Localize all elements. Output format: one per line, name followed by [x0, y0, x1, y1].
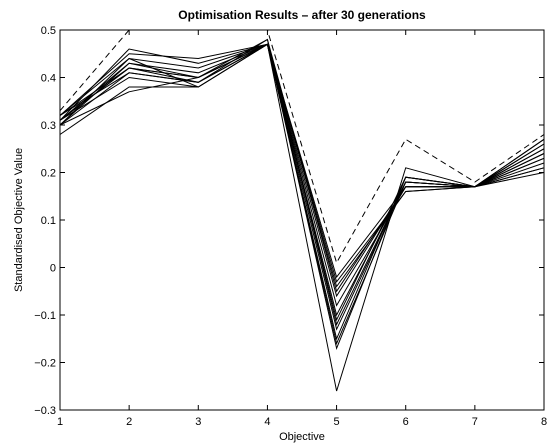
chart-title: Optimisation Results – after 30 generati… — [178, 8, 426, 22]
series-line-7 — [59, 43, 545, 307]
axis-ticks: −0.3 −0.2 −0.1 0 0.1 0.2 0.3 0.4 0.5 1 2 3 4 5 6 7 8 — [34, 25, 547, 428]
x-tick-label: 4 — [264, 416, 270, 428]
series-line-14 — [59, 43, 545, 346]
y-axis-title: Standardised Objective Value — [13, 148, 25, 292]
x-tick-label: 5 — [334, 416, 340, 428]
series-line-3 — [59, 43, 545, 341]
series-line-2 — [59, 43, 545, 350]
series-line-8 — [59, 43, 545, 298]
series-line-10 — [59, 43, 545, 288]
y-tick-label: 0.3 — [41, 120, 56, 132]
series-line-6 — [59, 43, 545, 317]
y-tick-label: 0 — [50, 263, 56, 275]
series-line-0 — [59, 29, 545, 265]
y-tick-label: −0.1 — [34, 310, 56, 322]
y-tick-label: 0.4 — [41, 73, 56, 85]
series-line-12 — [59, 43, 545, 279]
y-tick-label: 0.2 — [41, 168, 56, 180]
y-tick-label: −0.2 — [34, 358, 56, 370]
x-tick-label: 7 — [472, 416, 478, 428]
y-tick-label: −0.3 — [34, 405, 56, 417]
series-line-1 — [59, 43, 545, 392]
x-axis-title: Objective — [279, 431, 325, 443]
plot-lines — [59, 29, 545, 392]
series-line-11 — [59, 43, 545, 283]
x-tick-label: 1 — [57, 416, 63, 428]
x-tick-label: 6 — [403, 416, 409, 428]
x-tick-label: 2 — [126, 416, 132, 428]
x-tick-label: 8 — [541, 416, 547, 428]
y-tick-label: 0.5 — [41, 25, 56, 37]
x-tick-label: 3 — [195, 416, 201, 428]
y-tick-label: 0.1 — [41, 215, 56, 227]
series-line-13 — [59, 43, 545, 322]
